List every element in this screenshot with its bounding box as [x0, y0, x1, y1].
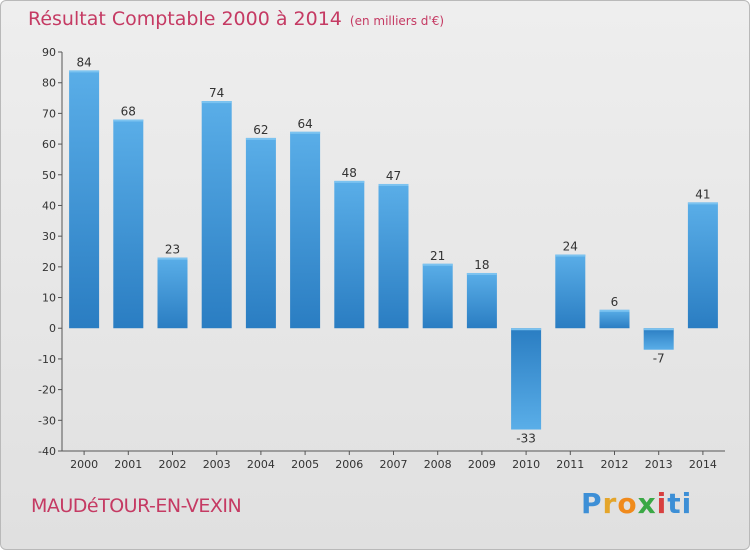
x-tick-label: 2006 [335, 458, 363, 471]
bars [69, 70, 718, 430]
bar [201, 101, 232, 329]
data-label: 24 [563, 240, 578, 254]
y-tick-label: 60 [42, 138, 56, 151]
x-tick-label: 2008 [424, 458, 452, 471]
data-label: 62 [253, 123, 268, 137]
x-tick-label: 2013 [645, 458, 673, 471]
y-tick-label: 80 [42, 77, 56, 90]
data-label: 68 [121, 105, 136, 119]
y-tick-label: 30 [42, 230, 56, 243]
data-label: -33 [516, 432, 536, 446]
bar [687, 202, 718, 329]
data-label: 18 [474, 258, 489, 272]
x-tick-label: 2005 [291, 458, 319, 471]
bar [290, 131, 321, 329]
y-tick-label: 70 [42, 107, 56, 120]
y-tick-label: -30 [38, 414, 56, 427]
bar-highlight [687, 202, 718, 205]
logo-part: o [617, 487, 638, 520]
data-label: 21 [430, 249, 445, 263]
bar-highlight [201, 101, 232, 104]
logo-part: x [637, 487, 657, 520]
data-label: 6 [611, 295, 619, 309]
x-tick-label: 2000 [70, 458, 98, 471]
bar-highlight [511, 328, 542, 331]
y-tick-label: 40 [42, 199, 56, 212]
logo-part: r [602, 487, 618, 520]
x-tick-label: 2012 [601, 458, 629, 471]
bar-highlight [422, 263, 453, 266]
bar [466, 272, 497, 329]
data-label: 41 [695, 187, 710, 201]
chart-title-text: Résultat Comptable 2000 à 2014 [28, 8, 342, 30]
y-tick-label: -10 [38, 353, 56, 366]
bar [113, 119, 144, 329]
bar [511, 328, 542, 430]
bar [643, 328, 674, 350]
y-tick-label: -20 [38, 384, 56, 397]
data-labels: 84 68 23 74 62 64 48 47 21 18 -33 24 6 -7 41 [76, 55, 710, 445]
proxiti-logo: Proxiti [581, 487, 692, 520]
bar-highlight [555, 254, 586, 257]
bar [157, 257, 188, 329]
bar-highlight [157, 257, 188, 260]
bar-highlight [69, 70, 100, 73]
chart-subtitle: (en milliers d'€) [349, 14, 445, 28]
x-tick-label: 2014 [689, 458, 717, 471]
x-tick-label: 2003 [203, 458, 231, 471]
x-tick-label: 2001 [114, 458, 142, 471]
x-tick-label: 2009 [468, 458, 496, 471]
data-label: -7 [653, 352, 665, 366]
x-tick-label: 2004 [247, 458, 275, 471]
bar [555, 254, 586, 329]
x-tick-label: 2010 [512, 458, 540, 471]
bar-highlight [245, 137, 276, 140]
bar [334, 180, 365, 329]
data-label: 64 [297, 117, 312, 131]
data-label: 74 [209, 86, 224, 100]
bar-highlight [643, 328, 674, 331]
y-tick-label: 90 [42, 46, 56, 59]
bar [422, 263, 453, 329]
logo-part: i [656, 487, 668, 520]
data-label: 48 [342, 166, 357, 180]
data-label: 47 [386, 169, 401, 183]
data-label: 23 [165, 243, 180, 257]
bar-highlight [113, 119, 144, 122]
logo-part: P [581, 487, 603, 520]
bar-highlight [334, 180, 365, 183]
x-tick-label: 2002 [159, 458, 187, 471]
bar [378, 183, 409, 329]
y-tick-label: 50 [42, 169, 56, 182]
y-tick-label: 10 [42, 292, 56, 305]
bar [69, 70, 100, 329]
chart-title: Résultat Comptable 2000 à 2014 (en millie… [28, 8, 444, 30]
y-tick-label: -40 [38, 445, 56, 458]
logo-part: ti [667, 487, 693, 520]
commune-name: MAUDéTOUR-EN-VEXIN [31, 495, 242, 517]
bar [245, 137, 276, 329]
bar [599, 309, 630, 329]
bar-highlight [599, 309, 630, 312]
bar-highlight [466, 272, 497, 275]
x-tick-label: 2007 [380, 458, 408, 471]
y-tick-label: 0 [49, 322, 56, 335]
x-tick-label: 2011 [556, 458, 584, 471]
y-tick-label: 20 [42, 261, 56, 274]
bar-highlight [290, 131, 321, 134]
bar-highlight [378, 183, 409, 186]
data-label: 84 [76, 55, 91, 69]
